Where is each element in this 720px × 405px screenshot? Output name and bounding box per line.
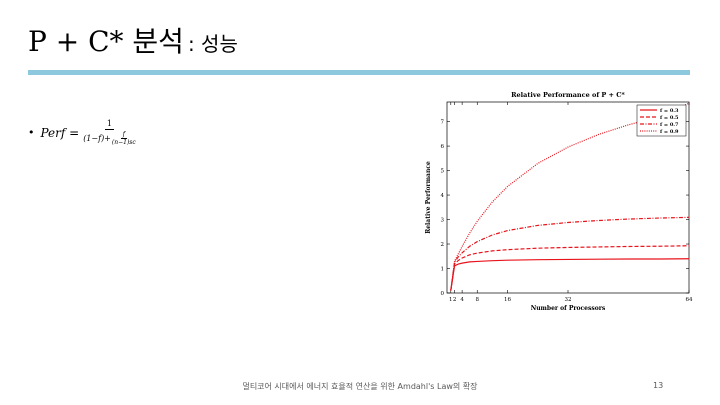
x-tick-label: 4: [460, 297, 464, 303]
title-text: P + C* 분석: [28, 25, 184, 58]
y-tick-label: 4: [441, 193, 445, 199]
x-tick-label: 64: [686, 297, 693, 303]
slide-title: P + C* 분석: 성능: [28, 28, 238, 56]
formula-inner-den: (n−1)sc: [111, 139, 136, 146]
formula-den-left: (1−f)+: [83, 134, 111, 143]
y-tick-label: 3: [441, 218, 445, 224]
x-axis-label: Number of Processors: [531, 305, 606, 312]
title-underline: [28, 70, 690, 75]
series-line-3: [450, 216, 690, 291]
formula-inner-num: f: [120, 131, 127, 139]
y-tick-label: 2: [441, 242, 445, 248]
y-tick-label: 6: [441, 144, 445, 150]
perf-formula: Perf = 1 (1−f)+ f (n−1)sc: [41, 119, 136, 146]
formula-lhs: Perf =: [40, 125, 80, 140]
formula-fraction: 1 (1−f)+ f (n−1)sc: [83, 119, 136, 146]
legend-label: f = 0.5: [660, 115, 679, 121]
series-line-2: [450, 245, 690, 291]
bullet-marker: •: [28, 126, 35, 139]
x-tick-label: 1: [449, 297, 453, 303]
title-subtitle: : 성능: [187, 32, 238, 56]
series-line-4: [450, 102, 690, 291]
performance-chart: Relative Performance of P + C* 0 1 2 3 4 5 6 7 1 2…: [410, 86, 700, 318]
x-tick-label: 16: [504, 297, 511, 303]
y-tick-label: 5: [441, 169, 445, 175]
legend-label: f = 0.9: [660, 129, 679, 135]
formula-denominator: (1−f)+ f (n−1)sc: [83, 130, 136, 146]
y-axis-label: Relative Performance: [425, 161, 432, 234]
chart-title: Relative Performance of P + C*: [511, 91, 625, 99]
slide-footer: 멀티코어 시대에서 에너지 효율적 연산을 위한 Amdahl's Law의 확…: [242, 382, 478, 391]
formula-numerator: 1: [104, 119, 114, 130]
page-number: 13: [653, 381, 664, 390]
y-tick-label: 0: [441, 291, 445, 297]
legend-label: f = 0.7: [660, 122, 679, 128]
legend-label: f = 0.3: [660, 108, 679, 114]
formula-inner-fraction: f (n−1)sc: [112, 131, 136, 146]
x-tick-label: 8: [476, 297, 480, 303]
series-line-1: [450, 258, 690, 291]
y-tick-label: 1: [441, 267, 445, 273]
x-tick-label: 2: [453, 297, 457, 303]
formula-bullet: • Perf = 1 (1−f)+ f (n−1)sc: [28, 119, 136, 146]
y-tick-label: 7: [441, 120, 445, 126]
x-tick-label: 32: [565, 297, 572, 303]
